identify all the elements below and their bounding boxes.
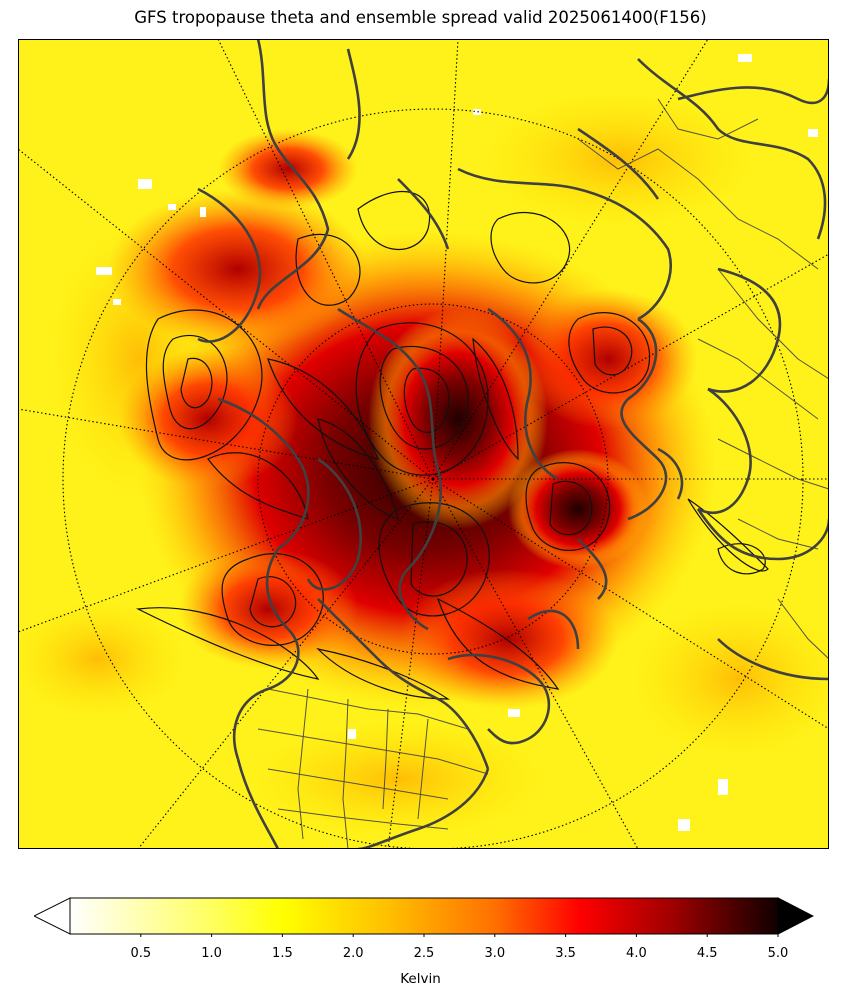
spread-high-areas: [108, 129, 718, 709]
map-panel: [18, 39, 829, 849]
colorbar-tick-label: 0.5: [130, 946, 152, 961]
colorbar-tick-label: 5.0: [767, 946, 789, 961]
colorbar-label: Kelvin: [400, 971, 441, 987]
colorbar-gradient: [69, 897, 779, 935]
spread-weak-areas: [18, 89, 829, 839]
map-frame: [18, 39, 829, 849]
missing-data-specks: [96, 54, 818, 831]
colorbar-tick-label: 3.0: [484, 946, 506, 961]
colorbar-tick-label: 4.5: [696, 946, 718, 961]
colorbar-ticks: [140, 934, 779, 937]
colorbar: [34, 897, 814, 937]
colorbar-tick-label: 2.0: [342, 946, 364, 961]
colorbar-low-extend: [34, 897, 71, 935]
colorbar-tick-label: 1.0: [201, 946, 222, 961]
colorbar-tick-label: 4.0: [626, 946, 647, 961]
theta-contours: [135, 191, 769, 700]
political-borders: [257, 98, 829, 849]
graticule: [18, 39, 829, 849]
colorbar-high-extend: [777, 897, 814, 935]
colorbar-tick-label: 2.5: [413, 946, 435, 961]
colorbar-tick-label: 1.5: [272, 946, 293, 961]
plot-title: GFS tropopause theta and ensemble spread…: [134, 8, 707, 27]
coastlines: [197, 39, 829, 849]
colorbar-tick-label: 3.5: [555, 946, 576, 961]
